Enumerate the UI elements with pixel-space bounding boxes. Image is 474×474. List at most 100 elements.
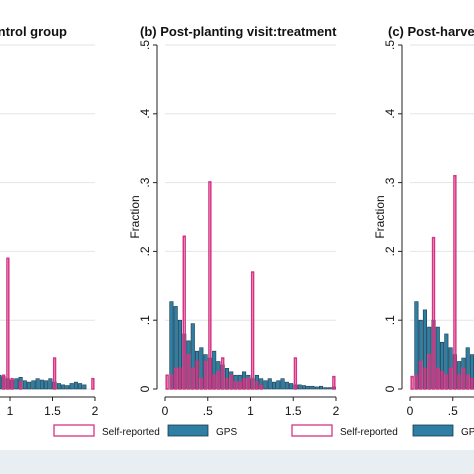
gps-bar [280, 378, 285, 390]
self-reported-bar [453, 174, 457, 390]
y-tick-label: .3 [383, 177, 397, 187]
y-axis-title: Fraction [128, 195, 142, 238]
gps-bar [39, 379, 44, 390]
panel-title: (a) Post-planting visit:control group [0, 24, 67, 39]
self-reported-bar [212, 374, 216, 390]
y-tick-label: 0 [138, 385, 152, 392]
legend-swatch-gps [412, 424, 454, 437]
gps-bar [263, 380, 268, 390]
legend-label: Self-reported [102, 427, 160, 438]
gps-bar [276, 380, 281, 390]
gps-bar [14, 378, 19, 390]
x-tick-label: 0 [162, 404, 169, 418]
gps-bar [0, 374, 2, 390]
gps-bar [314, 386, 319, 390]
x-tick-label: 1 [7, 404, 14, 418]
self-reported-bar [229, 374, 233, 390]
self-reported-bar [186, 353, 191, 390]
self-reported-bar [440, 371, 444, 390]
self-reported-bar [242, 377, 246, 390]
y-tick-label: .3 [138, 177, 152, 187]
self-reported-bar [52, 357, 57, 390]
x-tick-label: 2 [92, 404, 99, 418]
gps-bar [22, 380, 27, 390]
self-reported-bar [246, 377, 251, 390]
gps-bar [56, 383, 61, 390]
self-reported-bar [436, 367, 440, 390]
x-tick-label: 1.5 [44, 404, 61, 418]
x-tick-label: .5 [448, 404, 458, 418]
self-reported-bar [91, 377, 95, 390]
self-reported-bar [448, 367, 453, 390]
gps-bar [78, 383, 83, 390]
self-reported-bar [414, 374, 419, 390]
legend-label: GPS [461, 427, 474, 438]
self-reported-bar [466, 374, 470, 390]
self-reported-bar [461, 367, 466, 390]
y-tick-label: .2 [383, 246, 397, 256]
gps-bar [31, 380, 36, 390]
self-reported-bar [431, 236, 436, 390]
self-reported-bar [165, 374, 169, 390]
x-tick-label: 1.5 [285, 404, 302, 418]
legend-swatch-self-reported [53, 424, 95, 437]
gps-bar [306, 385, 311, 390]
self-reported-bar [208, 181, 212, 390]
gps-bar [35, 378, 40, 390]
gps-bar [327, 387, 332, 390]
legend-label: Self-reported [340, 427, 398, 438]
y-tick-label: .2 [138, 246, 152, 256]
self-reported-bar [182, 235, 186, 390]
y-tick-label: .5 [138, 40, 152, 50]
x-tick-label: 2 [333, 404, 340, 418]
self-reported-bar [419, 360, 423, 390]
self-reported-bar [221, 357, 225, 390]
bottom-band [0, 450, 474, 474]
self-reported-bar [233, 381, 238, 390]
gps-bar [44, 380, 49, 390]
gps-bar [65, 385, 70, 390]
self-reported-bar [259, 384, 263, 390]
self-reported-bar [238, 381, 242, 390]
gps-bar [82, 384, 87, 390]
self-reported-bar [216, 371, 221, 390]
self-reported-bar [225, 377, 229, 390]
legend-label: GPS [216, 427, 237, 438]
gps-bar [297, 384, 302, 390]
gps-bar [323, 387, 328, 390]
self-reported-bar [1, 374, 6, 390]
panel-a: 0 .5 1 1.5 2 (a) Post-planting visit:control … [0, 24, 160, 438]
gps-bar [310, 385, 315, 390]
y-tick-label: .1 [383, 315, 397, 325]
gps-bar [69, 383, 74, 390]
self-reported-bar [178, 367, 182, 390]
self-reported-bar [444, 374, 449, 390]
self-reported-bar [250, 271, 255, 390]
gps-bar [61, 384, 66, 390]
self-reported-bar [427, 353, 431, 390]
self-reported-bar [169, 374, 174, 390]
y-tick-label: .5 [383, 40, 397, 50]
gps-bar [289, 383, 294, 390]
self-reported-bar [255, 381, 259, 390]
self-reported-bar [10, 377, 14, 390]
x-tick-label: 1 [247, 404, 254, 418]
self-reported-bar [191, 367, 195, 390]
y-axis-title: Fraction [373, 195, 387, 238]
gps-bar [48, 378, 53, 390]
gps-bar [267, 378, 272, 390]
self-reported-bar [293, 357, 298, 390]
self-reported-bar [332, 375, 336, 390]
self-reported-bar [203, 360, 208, 390]
self-reported-bar [195, 360, 199, 390]
panel-b: 0 .1 .2 .3 .4 .5 Fraction 0 .5 1 1.5 2 (b) Post-plan… [128, 24, 398, 438]
self-reported-bar [199, 377, 204, 390]
self-reported-bar [18, 381, 23, 390]
gps-bar [271, 381, 277, 390]
gps-bar [301, 385, 306, 390]
legend-swatch-gps [167, 424, 209, 437]
panel-title: (c) Post-harvest visit:treatment [388, 24, 474, 39]
